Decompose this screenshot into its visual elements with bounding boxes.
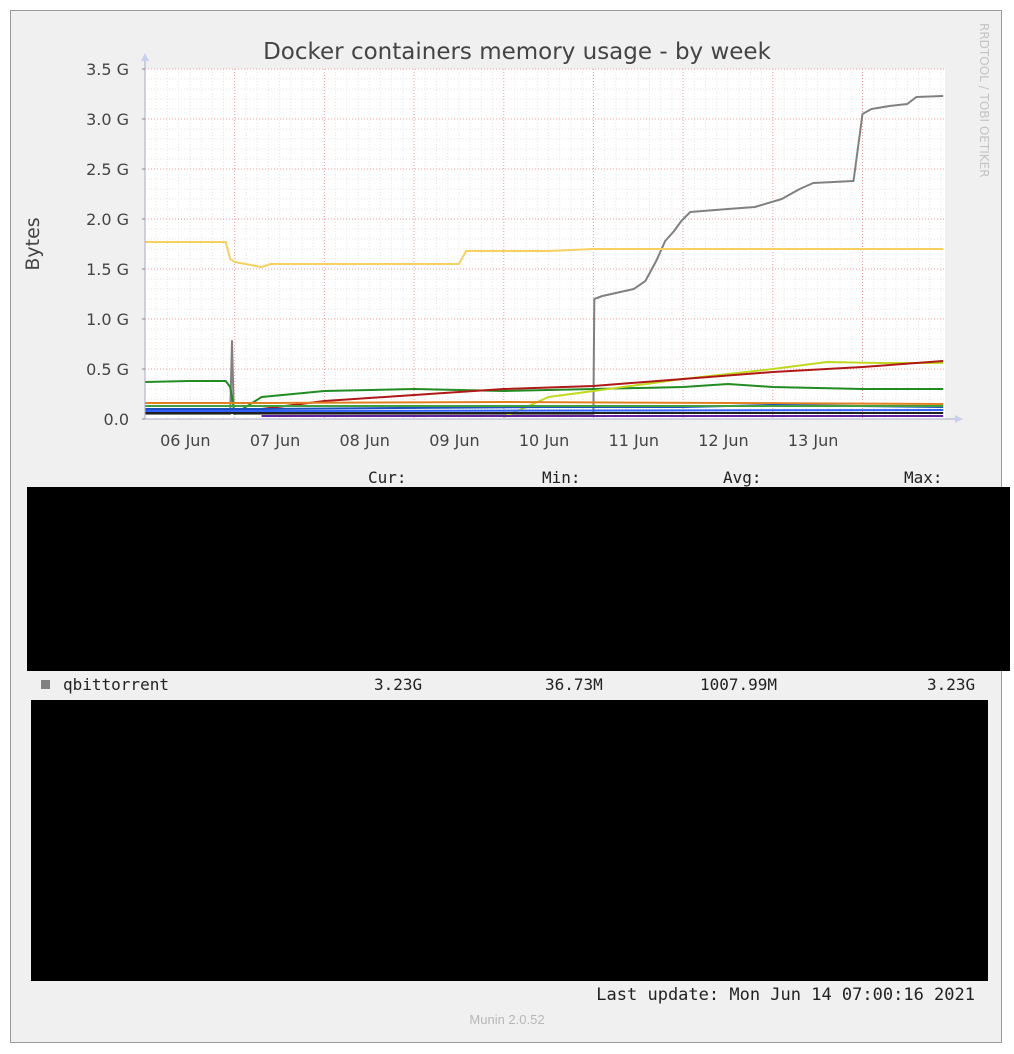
redacted-block-bottom <box>31 700 988 981</box>
legend-avg-value: 1007.99M <box>700 675 778 694</box>
series-layer <box>144 95 944 418</box>
x-tick-label: 09 Jun <box>429 431 479 450</box>
x-tick-labels: 06 Jun 07 Jun 08 Jun 09 Jun 10 Jun 11 Jun 12 J… <box>160 431 838 450</box>
series-line-3 <box>144 380 944 415</box>
y-tick-label: 2.5 G <box>86 160 129 179</box>
x-tick-label: 12 Jun <box>698 431 748 450</box>
x-axis-arrow <box>955 415 963 423</box>
series-line-5 <box>261 360 944 410</box>
legend-row-qbittorrent: qbittorrent 3.23G 36.73M 1007.99M 3.23G <box>37 675 987 697</box>
y-tick-label: 1.0 G <box>86 310 129 329</box>
x-tick-label: 13 Jun <box>788 431 838 450</box>
legend-min-value: 36.73M <box>545 675 603 694</box>
y-tick-label: 1.5 G <box>86 260 129 279</box>
series-line-qbittorrent <box>145 95 944 416</box>
last-update-text: Last update: Mon Jun 14 07:00:16 2021 <box>596 985 975 1005</box>
legend-swatch <box>41 680 50 689</box>
series-line-2 <box>145 241 944 268</box>
series-line-6 <box>145 401 944 405</box>
redacted-block-top <box>27 487 1010 671</box>
chart-title: Docker containers memory usage - by week <box>263 39 771 65</box>
munin-version: Munin 2.0.52 <box>469 1012 545 1027</box>
x-tick-label: 08 Jun <box>340 431 390 450</box>
legend-cur-value: 3.23G <box>374 675 423 694</box>
x-tick-label: 07 Jun <box>250 431 300 450</box>
series-line-11 <box>145 409 944 412</box>
legend-header-min: Min: <box>542 468 581 487</box>
legend-header-cur: Cur: <box>368 468 407 487</box>
x-tick-label: 10 Jun <box>519 431 569 450</box>
plot-area <box>145 69 945 419</box>
x-tick-label: 11 Jun <box>609 431 659 450</box>
series-line-4 <box>503 361 944 418</box>
legend-max-value: 3.23G <box>927 675 976 694</box>
legend-series-name: qbittorrent <box>63 675 169 694</box>
graph-panel: Docker containers memory usage - by week… <box>10 10 1010 1043</box>
legend-header-max: Max: <box>904 468 943 487</box>
y-tick-label: 0.0 <box>104 410 129 429</box>
rrdtool-watermark: RRDTOOL / TOBI OETIKER <box>977 23 991 178</box>
y-tick-label: 3.5 G <box>86 60 129 79</box>
y-axis-arrow <box>141 53 149 61</box>
axes <box>141 53 963 423</box>
x-tick-label: 06 Jun <box>160 431 210 450</box>
memory-chart: Docker containers memory usage - by week… <box>22 23 991 450</box>
legend-header-avg: Avg: <box>723 468 762 487</box>
y-axis-label: Bytes <box>22 217 44 270</box>
y-tick-label: 2.0 G <box>86 210 129 229</box>
y-tick-labels: 0.0 0.5 G 1.0 G 1.5 G 2.0 G 2.5 G 3.0 G 3.5 G <box>86 60 129 429</box>
y-tick-label: 0.5 G <box>86 360 129 379</box>
y-tick-label: 3.0 G <box>86 110 129 129</box>
